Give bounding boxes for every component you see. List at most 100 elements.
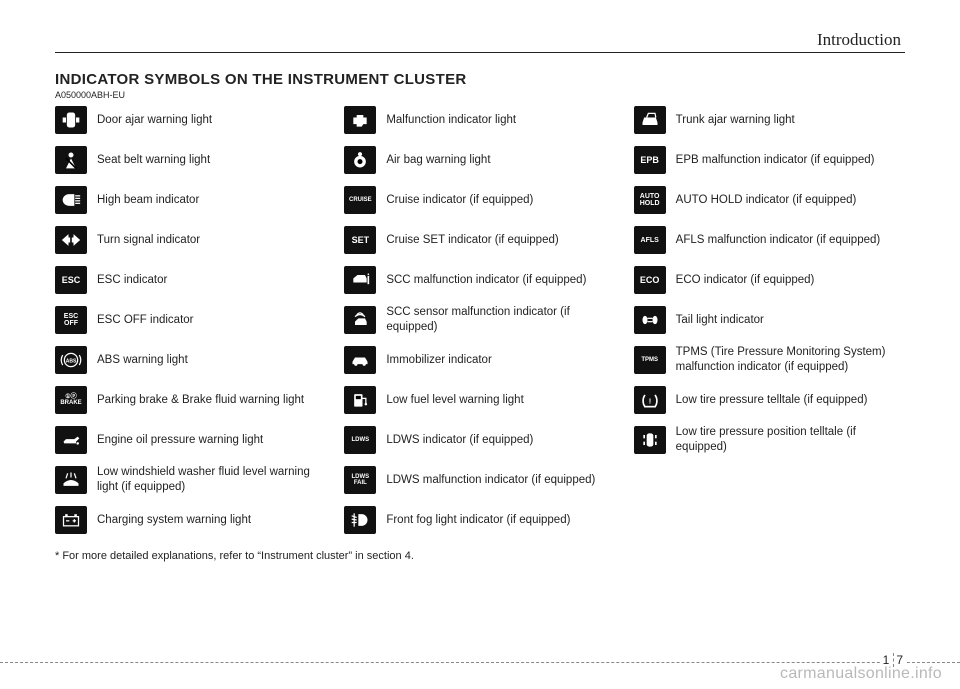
doc-code: A050000ABH-EU [55,90,905,100]
indicator-item: Low tire pressure position telltale (if … [634,424,905,456]
indicator-item: Seat belt warning light [55,144,326,176]
scc-icon [344,266,376,294]
indicator-item: Trunk ajar warning light [634,104,905,136]
TPMS-icon: TPMS [634,346,666,374]
footnote: * For more detailed explanations, refer … [55,550,905,562]
indicator-item: LDWS FAIL LDWS malfunction indicator (if … [344,464,615,496]
immobilizer-icon [344,346,376,374]
indicator-label: Malfunction indicator light [386,113,516,128]
engine-icon [344,106,376,134]
seatbelt-icon [55,146,87,174]
divider [55,52,905,53]
indicator-label: High beam indicator [97,193,199,208]
indicator-column: Trunk ajar warning light EPB EPB malfuncti… [634,104,905,536]
indicator-item: SCC sensor malfunction indicator (if equ… [344,304,615,336]
AFLS-icon: AFLS [634,226,666,254]
indicator-item: Front fog light indicator (if equipped) [344,504,615,536]
indicator-label: Air bag warning light [386,153,490,168]
indicator-label: Low tire pressure telltale (if equipped) [676,393,868,408]
indicator-item: Immobilizer indicator [344,344,615,376]
AUTO HOLD-icon: AUTO HOLD [634,186,666,214]
indicator-label: Tail light indicator [676,313,764,328]
indicator-label: Door ajar warning light [97,113,212,128]
tire-icon: ! [634,386,666,414]
tail-light-icon [634,306,666,334]
svg-text:ABS: ABS [66,359,77,365]
indicator-label: EPB malfunction indicator (if equipped) [676,153,875,168]
indicator-label: Low fuel level warning light [386,393,523,408]
ESC-icon: ESC [55,266,87,294]
indicator-item: Low fuel level warning light [344,384,615,416]
fog-icon [344,506,376,534]
page-title: INDICATOR SYMBOLS ON THE INSTRUMENT CLUS… [55,71,905,88]
indicator-label: Low windshield washer fluid level warnin… [97,465,326,495]
indicator-item: Charging system warning light [55,504,326,536]
indicator-item: ! Low tire pressure telltale (if equipped… [634,384,905,416]
indicator-label: LDWS indicator (if equipped) [386,433,533,448]
CRUISE-icon: CRUISE [344,186,376,214]
indicator-item: ABS ABS warning light [55,344,326,376]
door-ajar-icon [55,106,87,134]
watermark: carmanualsonline.info [780,665,942,683]
indicator-label: SCC sensor malfunction indicator (if equ… [386,305,615,335]
indicator-label: Cruise SET indicator (if equipped) [386,233,558,248]
indicator-item: Low windshield washer fluid level warnin… [55,464,326,496]
indicator-item: Tail light indicator [634,304,905,336]
indicator-label: Cruise indicator (if equipped) [386,193,533,208]
indicator-item: Malfunction indicator light [344,104,615,136]
section-label: Introduction [55,30,905,50]
indicator-label: SCC malfunction indicator (if equipped) [386,273,586,288]
indicator-label: Immobilizer indicator [386,353,491,368]
fuel-icon [344,386,376,414]
indicator-label: Engine oil pressure warning light [97,433,263,448]
indicator-columns: Door ajar warning light Seat belt warning… [55,104,905,536]
indicator-item: TPMS TPMS (Tire Pressure Monitoring Syste… [634,344,905,376]
indicator-label: Charging system warning light [97,513,251,528]
SET-icon: SET [344,226,376,254]
tire-pos-icon [634,426,666,454]
battery-icon [55,506,87,534]
LDWS FAIL-icon: LDWS FAIL [344,466,376,494]
indicator-label: TPMS (Tire Pressure Monitoring System) m… [676,345,905,375]
indicator-label: Trunk ajar warning light [676,113,795,128]
high-beam-icon [55,186,87,214]
indicator-label: LDWS malfunction indicator (if equipped) [386,473,595,488]
indicator-label: Turn signal indicator [97,233,200,248]
ESC OFF-icon: ESC OFF [55,306,87,334]
svg-text:!: ! [648,396,651,405]
washer-icon [55,466,87,494]
turn-signal-icon [55,226,87,254]
EPB-icon: EPB [634,146,666,174]
indicator-label: AFLS malfunction indicator (if equipped) [676,233,881,248]
indicator-item: AFLS AFLS malfunction indicator (if equip… [634,224,905,256]
indicator-item: ECOECO indicator (if equipped) [634,264,905,296]
indicator-label: Parking brake & Brake fluid warning ligh… [97,393,304,408]
scc-sensor-icon [344,306,376,334]
abs-icon: ABS [55,346,87,374]
indicator-item: LDWS LDWS indicator (if equipped) [344,424,615,456]
indicator-item: Engine oil pressure warning light [55,424,326,456]
airbag-icon [344,146,376,174]
indicator-label: AUTO HOLD indicator (if equipped) [676,193,857,208]
indicator-item: SET Cruise SET indicator (if equipped) [344,224,615,256]
indicator-column: Door ajar warning light Seat belt warning… [55,104,326,536]
indicator-label: Low tire pressure position telltale (if … [676,425,905,455]
indicator-item: SCC malfunction indicator (if equipped) [344,264,615,296]
indicator-label: ESC OFF indicator [97,313,194,328]
indicator-label: ESC indicator [97,273,167,288]
indicator-label: ECO indicator (if equipped) [676,273,815,288]
indicator-item: EPB EPB malfunction indicator (if equippe… [634,144,905,176]
indicator-item: Door ajar warning light [55,104,326,136]
indicator-item: Air bag warning light [344,144,615,176]
indicator-item: AUTO HOLD AUTO HOLD indicator (if equippe… [634,184,905,216]
LDWS-icon: LDWS [344,426,376,454]
indicator-item: ESC ESC indicator [55,264,326,296]
trunk-icon [634,106,666,134]
indicator-label: Front fog light indicator (if equipped) [386,513,570,528]
oil-icon [55,426,87,454]
indicator-label: ABS warning light [97,353,188,368]
indicator-label: Seat belt warning light [97,153,210,168]
indicator-item: CRUISE Cruise indicator (if equipped) [344,184,615,216]
indicator-column: Malfunction indicator light Air bag warni… [344,104,615,536]
indicator-item: Turn signal indicator [55,224,326,256]
